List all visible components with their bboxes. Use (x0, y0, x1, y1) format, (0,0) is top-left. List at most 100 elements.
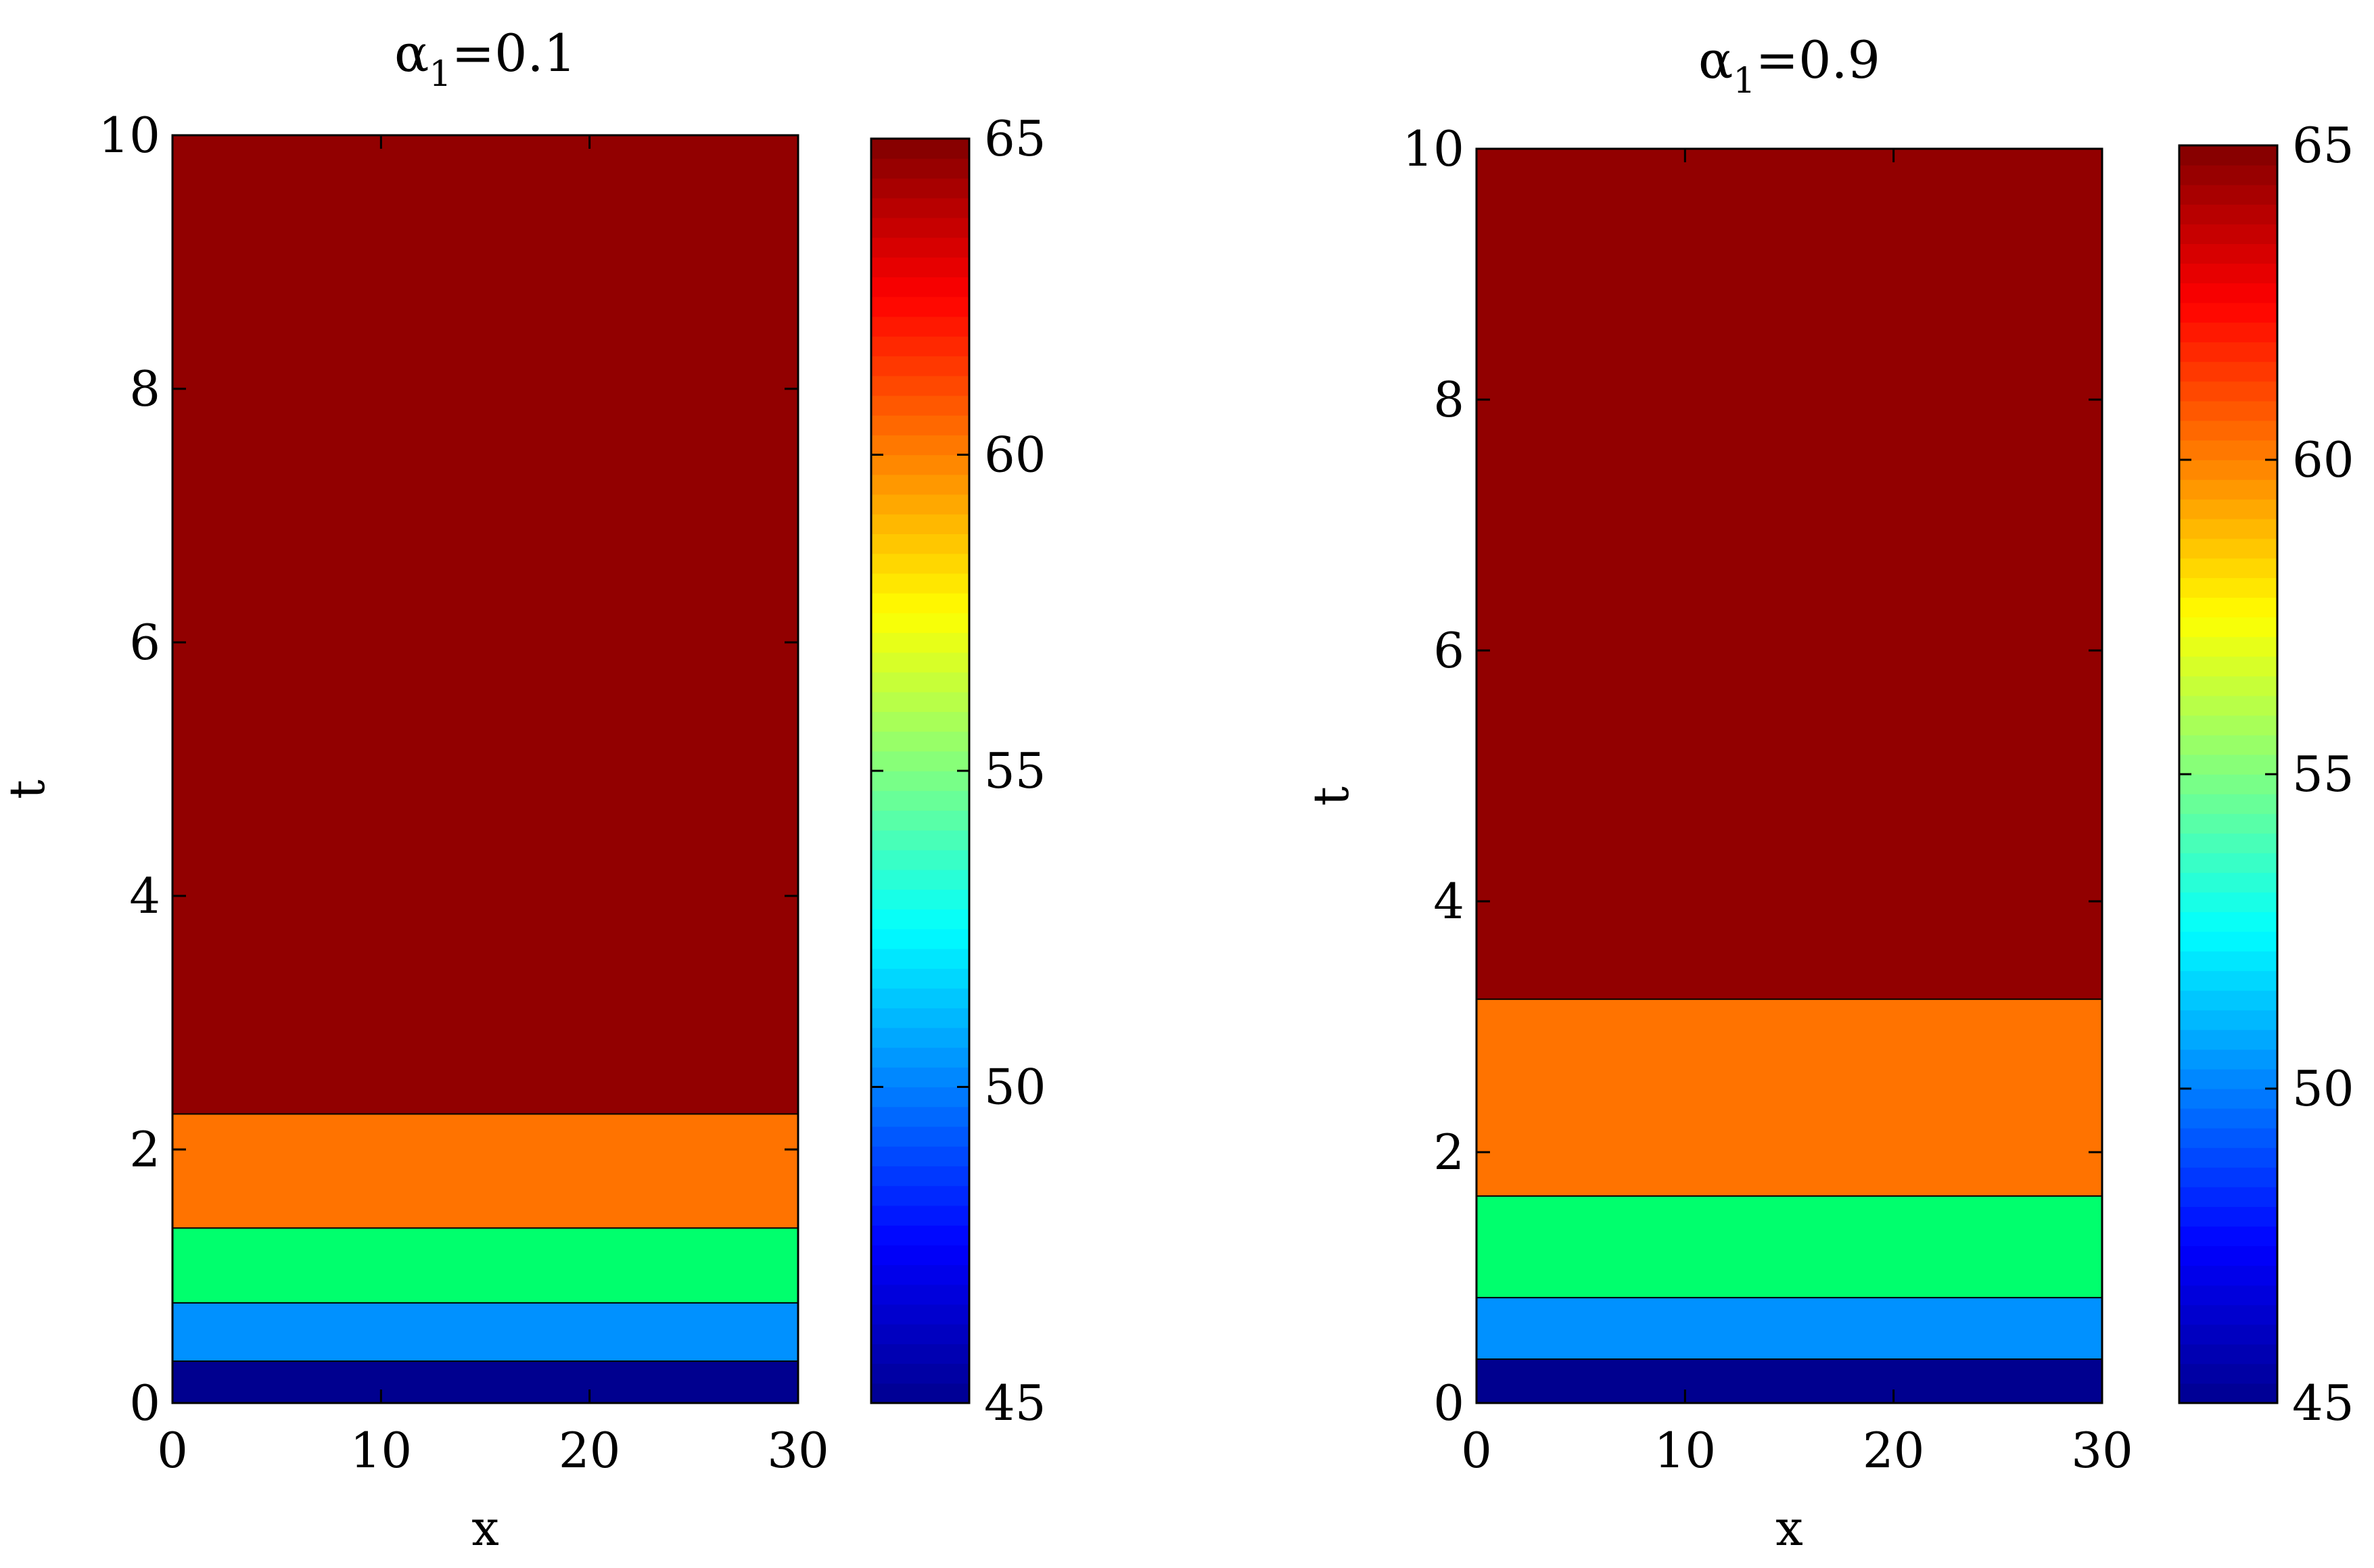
colorbar-step (871, 1205, 969, 1226)
colorbar-step (2179, 400, 2277, 421)
contour-band (172, 1302, 798, 1362)
contour-band (172, 1114, 798, 1229)
colorbar-step (871, 790, 969, 811)
colorbar-step (2179, 499, 2277, 519)
colorbar-step (871, 514, 969, 534)
colorbar-step (2179, 224, 2277, 244)
colorbar-step (2179, 1108, 2277, 1129)
chart-title: α1=0.9 (1698, 30, 1880, 101)
colorbar-step (2179, 538, 2277, 559)
colorbar-step (2179, 675, 2277, 696)
y-tick-label: 2 (129, 1121, 160, 1178)
colorbar-step (2179, 734, 2277, 755)
colorbar-step (871, 1146, 969, 1166)
colorbar-step (2179, 1009, 2277, 1030)
colorbar-step (871, 139, 969, 159)
colorbar-step (2179, 1147, 2277, 1168)
colorbar-step (2179, 656, 2277, 677)
colorbar-step (871, 237, 969, 258)
colorbar-step (871, 1067, 969, 1088)
colorbar-step (871, 1383, 969, 1404)
colorbar-step (871, 1284, 969, 1305)
colorbar-step (871, 553, 969, 574)
contour-band (172, 1361, 798, 1403)
colorbar-step (871, 454, 969, 475)
x-tick-label: 20 (1863, 1422, 1925, 1479)
colorbar-step (2179, 931, 2277, 952)
colorbar-step (2179, 1344, 2277, 1364)
colorbar-step (871, 1007, 969, 1028)
colorbar: 45 50 55 60 65 (870, 110, 1046, 1431)
colorbar-step (871, 395, 969, 416)
colorbar-step (871, 632, 969, 653)
colorbar-step (2179, 145, 2277, 166)
colorbar-step (871, 711, 969, 732)
colorbar-step (871, 1324, 969, 1344)
colorbar-step (2179, 302, 2277, 323)
colorbar-tick-label: 65 (984, 110, 1046, 167)
colorbar-step (871, 849, 969, 870)
colorbar-step (871, 277, 969, 298)
colorbar-step (871, 948, 969, 969)
colorbar-step (2179, 243, 2277, 264)
colorbar-step (2179, 1363, 2277, 1384)
colorbar-step (2179, 1324, 2277, 1345)
colorbar-step (2179, 460, 2277, 480)
colorbar-step (871, 375, 969, 396)
y-tick-label: 6 (129, 614, 160, 671)
colorbar-step (2179, 617, 2277, 638)
colorbar-step (2179, 1265, 2277, 1286)
x-axis-label: x (1775, 1500, 1803, 1557)
colorbar-step (2179, 813, 2277, 834)
colorbar-step (2179, 853, 2277, 873)
colorbar-step (871, 494, 969, 515)
y-tick-label: 0 (129, 1375, 160, 1431)
y-tick-label: 8 (1433, 371, 1464, 428)
colorbar-step (871, 1304, 969, 1325)
x-tick-label: 0 (157, 1422, 188, 1479)
colorbar-step (871, 613, 969, 634)
axes-frame (1475, 147, 2103, 1404)
colorbar-step (2179, 695, 2277, 716)
colorbar-step (2179, 951, 2277, 972)
y-tick-label: 10 (1402, 120, 1464, 177)
colorbar-step (2179, 892, 2277, 913)
colorbar-step (871, 968, 969, 989)
colorbar-step (871, 1344, 969, 1364)
x-tick-label: 20 (559, 1422, 621, 1479)
colorbar-step (2179, 185, 2277, 205)
colorbar-step (2179, 1304, 2277, 1325)
colorbar-step (871, 316, 969, 337)
colorbar-step (871, 692, 969, 712)
colorbar-step (871, 415, 969, 435)
chart-title: α1=0.1 (394, 23, 576, 95)
x-tick-label: 30 (767, 1422, 829, 1479)
colorbar-step (871, 1047, 969, 1068)
colorbar-step (2179, 833, 2277, 853)
colorbar-step (871, 296, 969, 317)
colorbar-step (2179, 204, 2277, 224)
colorbar-step (871, 573, 969, 594)
y-tick-label: 6 (1433, 622, 1464, 679)
colorbar-step (2179, 1206, 2277, 1227)
colorbar-step (871, 1363, 969, 1384)
y-axis-label: t (0, 780, 55, 799)
colorbar-step (2179, 420, 2277, 441)
colorbar-step (871, 928, 969, 949)
colorbar-step (2179, 519, 2277, 539)
colorbar-step (2179, 361, 2277, 382)
colorbar-step (871, 158, 969, 179)
colorbar-step (2179, 1285, 2277, 1306)
colorbar-step (2179, 439, 2277, 460)
colorbar-step (2179, 577, 2277, 598)
colorbar-step (871, 1027, 969, 1048)
colorbar-tick-label: 50 (984, 1059, 1046, 1116)
colorbar-step (871, 1264, 969, 1285)
contour-band (1476, 999, 2102, 1196)
contour-band (1476, 149, 2102, 999)
colorbar-tick-label: 45 (984, 1375, 1046, 1431)
colorbar-tick-label: 55 (984, 742, 1046, 799)
colorbar-step (2179, 558, 2277, 578)
colorbar-step (2179, 381, 2277, 402)
y-tick-label: 2 (1433, 1124, 1464, 1181)
